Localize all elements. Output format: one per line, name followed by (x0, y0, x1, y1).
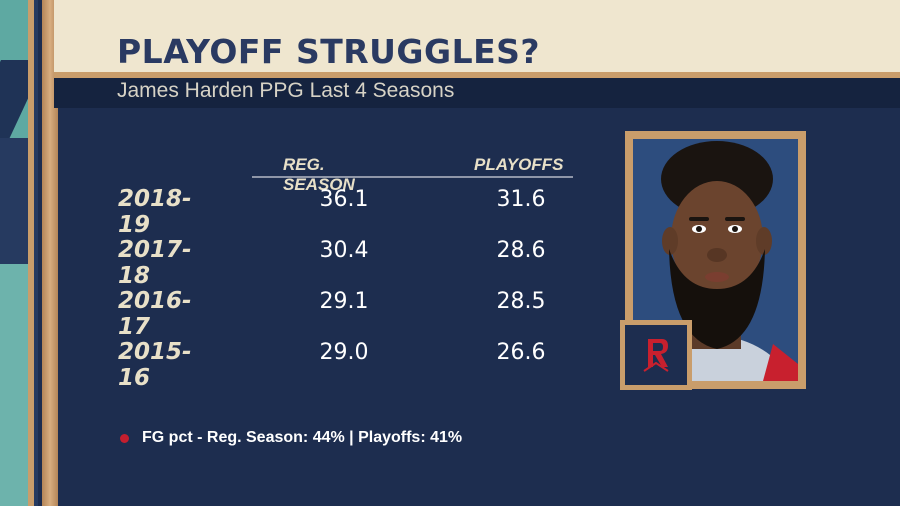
footnote-text: FG pct - Reg. Season: 44% | Playoffs: 41… (142, 429, 463, 446)
page-title: PLAYOFF STRUGGLES? (117, 32, 541, 71)
subtitle-bar (54, 78, 900, 108)
reg-season-value: 30.4 (319, 238, 369, 263)
playoffs-value: 28.5 (496, 289, 546, 314)
left-wood-edge (28, 0, 34, 506)
column-header-reg-season: REG. SEASON (283, 155, 355, 194)
rockets-logo-icon (625, 325, 687, 385)
header-divider (252, 176, 573, 178)
season-label: 2016-17 (118, 288, 192, 340)
reg-season-value: 36.1 (319, 187, 369, 212)
reg-season-value: 29.0 (319, 340, 369, 365)
reg-season-value: 29.1 (319, 289, 369, 314)
title-banner (54, 0, 900, 78)
season-label: 2017-18 (118, 237, 192, 289)
team-logo-frame (620, 320, 692, 390)
season-label: 2015-16 (118, 339, 192, 391)
playoffs-value: 31.6 (496, 187, 546, 212)
left-teal-panel-bottom (0, 264, 30, 506)
red-dot-icon (120, 434, 129, 443)
left-wood-frame (42, 0, 58, 506)
playoffs-value: 26.6 (496, 340, 546, 365)
playoffs-value: 28.6 (496, 238, 546, 263)
season-label: 2018-19 (118, 186, 192, 238)
page-subtitle: James Harden PPG Last 4 Seasons (117, 79, 455, 102)
column-header-playoffs: PLAYOFFS (474, 155, 564, 174)
left-teal-panel-top (0, 0, 30, 138)
